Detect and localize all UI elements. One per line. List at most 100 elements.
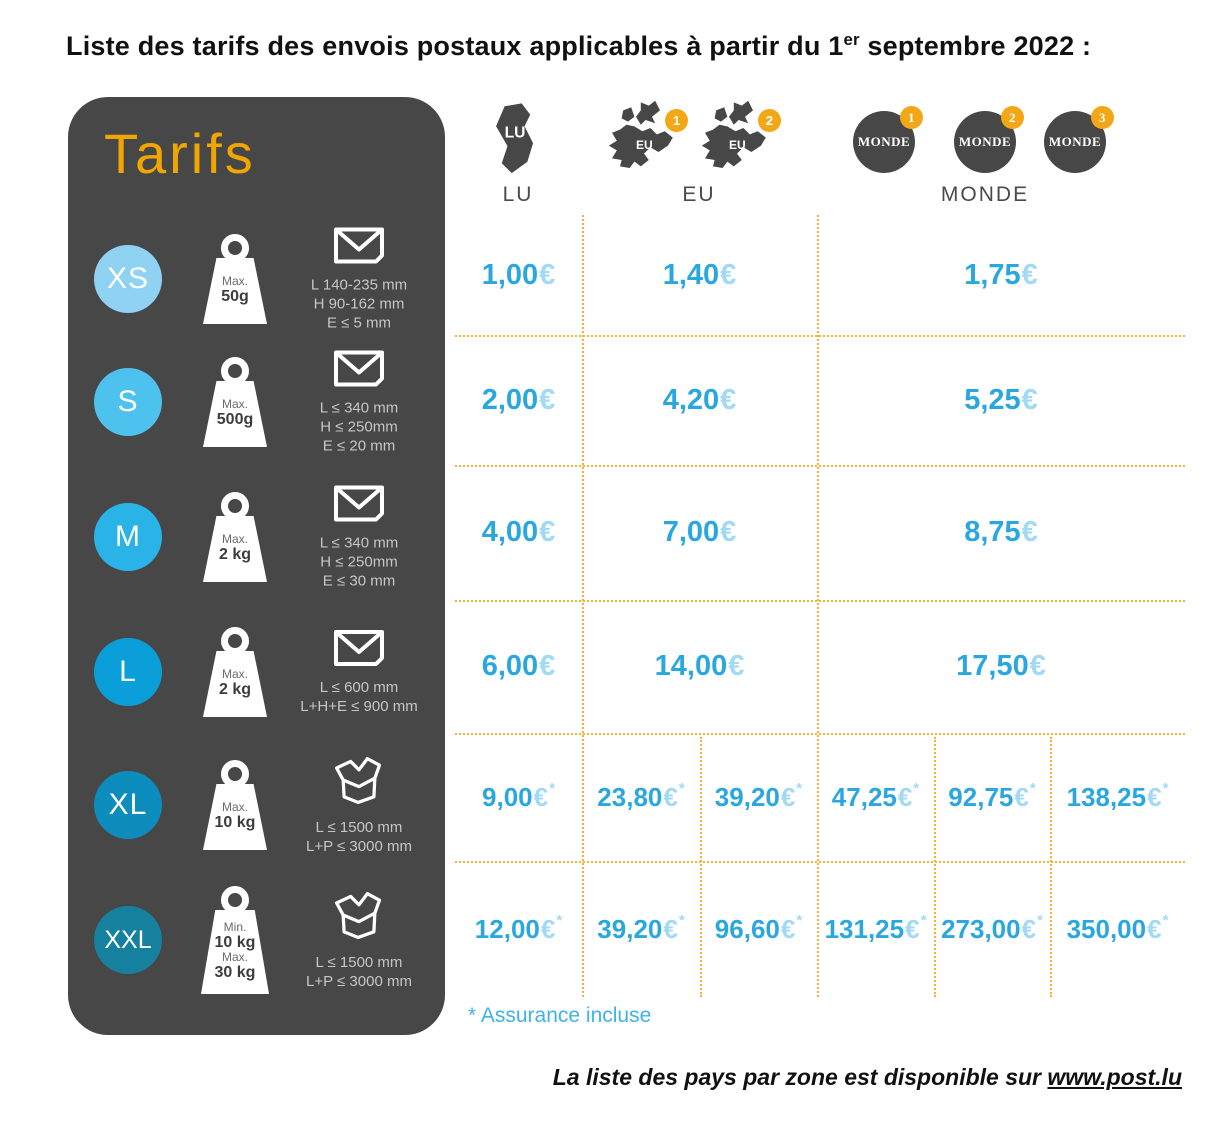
price-amount: 1,40 <box>662 258 720 291</box>
envelope-icon <box>332 484 386 529</box>
envelope-icon <box>334 227 384 264</box>
weight-ring <box>221 760 249 788</box>
weight-icon: Max. 10 kg <box>198 760 272 850</box>
dimension-line: E ≤ 30 mm <box>322 572 396 590</box>
insurance-star: * <box>913 779 920 797</box>
price-amount: 92,75 <box>948 781 1014 812</box>
weight-limit-value: 500g <box>216 411 254 428</box>
envelope-icon <box>334 630 384 666</box>
insurance-star: * <box>920 911 927 929</box>
price-xs-monde: 1,75 € <box>817 215 1185 335</box>
price-s-lu: 2,00 € <box>455 335 582 465</box>
weight-limit-value: 10 kg <box>214 814 256 831</box>
grid-line-horizontal <box>455 733 1185 735</box>
monde-circle-label: MONDE <box>958 134 1012 149</box>
format-spec: L ≤ 340 mm H ≤ 250mm E ≤ 20 mm <box>284 349 434 456</box>
zone-list-note-text: La liste des pays par zone est disponibl… <box>552 1064 1048 1090</box>
page-title-suffix: septembre 2022 : <box>859 31 1092 61</box>
zone-badge-monde-3: 3 <box>1091 106 1114 129</box>
page-title-text: Liste des tarifs des envois postaux appl… <box>66 31 844 61</box>
price-s-eu: 4,20 € <box>582 335 817 465</box>
euro-sign: € <box>897 781 913 812</box>
price-amount: 5,25 <box>964 383 1021 416</box>
weight-ring <box>221 886 249 914</box>
dimension-line: L ≤ 340 mm <box>319 399 399 417</box>
grid-line-vertical <box>817 215 819 997</box>
dimension-line: H 90-162 mm <box>313 295 405 313</box>
insurance-star: * <box>556 911 563 929</box>
euro-sign: € <box>720 258 737 291</box>
price-s-monde: 5,25 € <box>817 335 1185 465</box>
size-badge-m: M <box>94 503 162 571</box>
post-lu-link[interactable]: www.post.lu <box>1047 1064 1182 1090</box>
weight-limit-value: 10 kg <box>214 934 256 951</box>
monde-circle-zone1: MONDE 1 <box>853 106 923 173</box>
grid-line-vertical <box>934 737 936 997</box>
size-badge-xl: XL <box>94 771 162 839</box>
euro-sign: € <box>1021 516 1038 548</box>
price-amount: 350,00 <box>1066 913 1147 944</box>
euro-sign: € <box>1029 650 1046 682</box>
tarifs-panel: Tarifs XS Max. 50g L 140-235 mm H 90-162 mm E… <box>68 97 445 1035</box>
grid-line-vertical <box>582 215 584 997</box>
eu-map-icon-zone2: EU 2 <box>697 97 781 175</box>
euro-sign: € <box>539 516 556 548</box>
price-m-monde: 8,75 € <box>817 465 1185 600</box>
format-spec: L ≤ 600 mm L+H+E ≤ 900 mm <box>284 628 434 716</box>
dimension-line: L ≤ 340 mm <box>319 534 399 552</box>
dimension-line: E ≤ 20 mm <box>322 437 396 455</box>
weight-icon: Max. 50g <box>198 234 272 324</box>
grid-line-horizontal <box>455 600 1185 602</box>
insurance-star: * <box>1037 911 1043 929</box>
weight-ring <box>221 357 249 385</box>
page-title-superscript: er <box>843 30 860 49</box>
price-xxl-eu1: 39,20 € * <box>582 861 700 997</box>
eu-map-icon-zone1: EU 1 <box>604 97 688 175</box>
price-amount: 47,25 <box>831 781 897 812</box>
price-xs-lu: 1,00 € <box>455 215 582 335</box>
euro-sign: € <box>663 781 678 812</box>
price-xl-monde2: 92,75 € * <box>934 733 1050 861</box>
insurance-footnote: * Assurance incluse <box>468 1004 652 1027</box>
size-badge-s: S <box>94 368 162 436</box>
dimension-line: L ≤ 1500 mm <box>315 819 403 836</box>
weight-limit-label: Max. <box>221 397 248 411</box>
euro-sign: € <box>728 650 745 682</box>
weight-limit-value: 2 kg <box>218 681 251 698</box>
format-spec: L 140-235 mm H 90-162 mm E ≤ 5 mm <box>284 226 434 333</box>
dimension-line: L+H+E ≤ 900 mm <box>300 698 418 715</box>
price-xl-eu1: 23,80 € * <box>582 733 700 861</box>
insurance-star: * <box>1029 779 1036 797</box>
euro-sign: € <box>539 258 556 291</box>
column-label-lu: LU <box>502 183 534 206</box>
price-amount: 39,20 <box>597 913 663 944</box>
envelope-icon <box>332 349 386 394</box>
price-amount: 138,25 <box>1066 781 1147 812</box>
price-amount: 14,00 <box>654 650 728 682</box>
price-xl-monde1: 47,25 € * <box>817 733 934 861</box>
zone-list-note: La liste des pays par zone est disponibl… <box>553 1064 1182 1091</box>
lu-map-icon: LU <box>490 102 542 176</box>
insurance-star: * <box>549 779 555 797</box>
price-amount: 2,00 <box>481 383 539 416</box>
weight-limit-value: 2 kg <box>218 546 251 563</box>
price-amount: 96,60 <box>714 913 780 944</box>
price-amount: 39,20 <box>714 781 780 812</box>
zone-badge-eu-1: 1 <box>665 109 688 132</box>
euro-sign: € <box>1147 913 1162 944</box>
format-spec: L ≤ 340 mm H ≤ 250mm E ≤ 30 mm <box>284 484 434 591</box>
weight-icon: Max. 2 kg <box>198 492 272 582</box>
dimension-line: L ≤ 600 mm <box>319 679 399 696</box>
euro-sign: € <box>780 781 796 812</box>
dimension-line: H ≤ 250mm <box>320 553 398 571</box>
euro-sign: € <box>780 913 796 944</box>
eu-map-label-zone2: EU <box>729 138 746 152</box>
box-icon <box>335 757 382 805</box>
euro-sign: € <box>1021 258 1038 291</box>
price-amount: 1,75 <box>964 258 1021 291</box>
euro-sign: € <box>720 516 737 548</box>
euro-sign: € <box>539 650 556 682</box>
price-xxl-monde1: 131,25 € * <box>817 861 934 997</box>
weight-limit-label: Max. <box>221 532 248 546</box>
